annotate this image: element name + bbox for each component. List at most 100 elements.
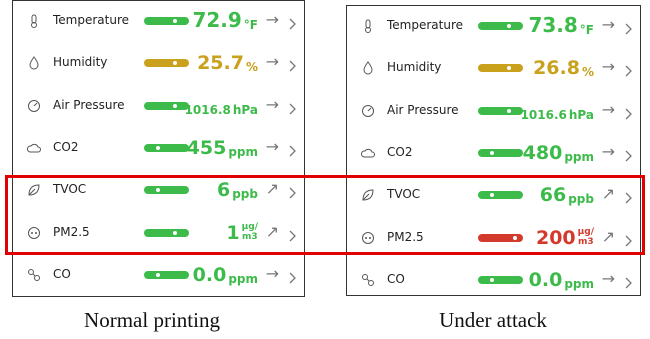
reading: 0.0ppm xyxy=(529,269,594,291)
reading-value: 0.0 xyxy=(193,264,227,286)
reading-value: 480 xyxy=(523,142,563,164)
reading: 72.9°F xyxy=(192,8,258,32)
chevron[interactable] xyxy=(288,142,296,161)
reading: 455ppm xyxy=(187,137,258,159)
status-bar xyxy=(144,271,189,279)
status-dot xyxy=(507,66,511,70)
sensor-icon xyxy=(27,13,41,32)
reading-value: 72.9 xyxy=(192,8,241,32)
chevron[interactable] xyxy=(288,269,296,288)
unit-part: % xyxy=(582,67,594,77)
status-dot xyxy=(156,146,160,150)
unit-part: °F xyxy=(244,20,258,30)
reading: 0.0ppm xyxy=(193,264,258,286)
chevron[interactable] xyxy=(624,274,632,293)
reading-unit: ppm xyxy=(564,279,594,289)
unit-part: ppm xyxy=(228,274,258,284)
trend-icon: → xyxy=(602,142,615,161)
status-dot xyxy=(173,104,177,108)
status-bar xyxy=(478,276,523,284)
reading-unit: ppm xyxy=(228,147,258,157)
sensor-row[interactable]: Humidity 26.8% → xyxy=(347,47,640,89)
chevron[interactable] xyxy=(288,57,296,76)
sensor-icon xyxy=(27,267,41,286)
status-bar xyxy=(478,149,523,157)
status-bar xyxy=(144,144,189,152)
reading-value: 1016.8 xyxy=(185,103,231,117)
chevron[interactable] xyxy=(624,105,632,124)
trend-icon: → xyxy=(602,15,615,34)
sensor-row[interactable]: Temperature 73.8°F → xyxy=(347,5,640,47)
sensor-icon xyxy=(361,145,375,164)
status-bar xyxy=(144,102,189,110)
status-dot xyxy=(173,61,177,65)
unit-part: hPa xyxy=(569,110,594,120)
sensor-icon xyxy=(27,98,41,117)
status-dot xyxy=(156,273,160,277)
sensor-label: Air Pressure xyxy=(53,98,125,112)
caption: Under attack xyxy=(343,308,643,333)
status-dot xyxy=(507,24,511,28)
reading-unit: hPa xyxy=(233,105,258,115)
reading-value: 25.7 xyxy=(197,52,244,74)
highlight-frame xyxy=(5,175,645,255)
reading-unit: hPa xyxy=(569,110,594,120)
chevron[interactable] xyxy=(624,62,632,81)
status-dot xyxy=(507,109,511,113)
reading: 480ppm xyxy=(523,142,594,164)
sensor-icon xyxy=(361,18,375,37)
reading: 25.7% xyxy=(197,52,258,74)
unit-part: hPa xyxy=(233,105,258,115)
reading-unit: ppm xyxy=(228,274,258,284)
reading-unit: °F xyxy=(244,20,258,30)
status-bar xyxy=(144,17,189,25)
chevron[interactable] xyxy=(624,147,632,166)
trend-icon: → xyxy=(266,137,279,156)
unit-part: % xyxy=(246,62,258,72)
sensor-label: Temperature xyxy=(387,18,463,32)
chevron[interactable] xyxy=(624,20,632,39)
reading-value: 1016.6 xyxy=(521,108,567,122)
trend-icon: → xyxy=(602,57,615,76)
trend-icon: → xyxy=(602,100,615,119)
unit-part: °F xyxy=(580,25,594,35)
chevron[interactable] xyxy=(288,100,296,119)
sensor-label: CO xyxy=(53,267,71,281)
trend-icon: → xyxy=(266,52,279,71)
reading: 1016.8hPa xyxy=(185,103,258,117)
reading-value: 0.0 xyxy=(529,269,563,291)
sensor-label: Humidity xyxy=(387,60,441,74)
status-dot xyxy=(490,278,494,282)
sensor-label: Temperature xyxy=(53,13,129,27)
reading-unit: % xyxy=(582,67,594,77)
status-bar xyxy=(144,59,189,67)
reading-value: 26.8 xyxy=(533,57,580,79)
sensor-row[interactable]: Humidity 25.7% → xyxy=(13,42,304,84)
status-bar xyxy=(478,22,523,30)
unit-part: ppm xyxy=(564,279,594,289)
unit-part: ppm xyxy=(228,147,258,157)
figure: Temperature72.9°F→Humidity25.7%→Air Pres… xyxy=(0,0,650,339)
sensor-label: CO xyxy=(387,272,405,286)
reading-value: 73.8 xyxy=(528,13,577,37)
trend-icon: → xyxy=(266,95,279,114)
chevron[interactable] xyxy=(288,15,296,34)
reading: 26.8% xyxy=(533,57,594,79)
status-dot xyxy=(490,151,494,155)
sensor-label: CO2 xyxy=(387,145,412,159)
status-bar xyxy=(478,64,523,72)
status-bar xyxy=(478,107,523,115)
reading-value: 455 xyxy=(187,137,227,159)
unit-part: ppm xyxy=(564,152,594,162)
sensor-icon xyxy=(27,55,41,74)
trend-icon: → xyxy=(602,269,615,288)
sensor-label: Humidity xyxy=(53,55,107,69)
